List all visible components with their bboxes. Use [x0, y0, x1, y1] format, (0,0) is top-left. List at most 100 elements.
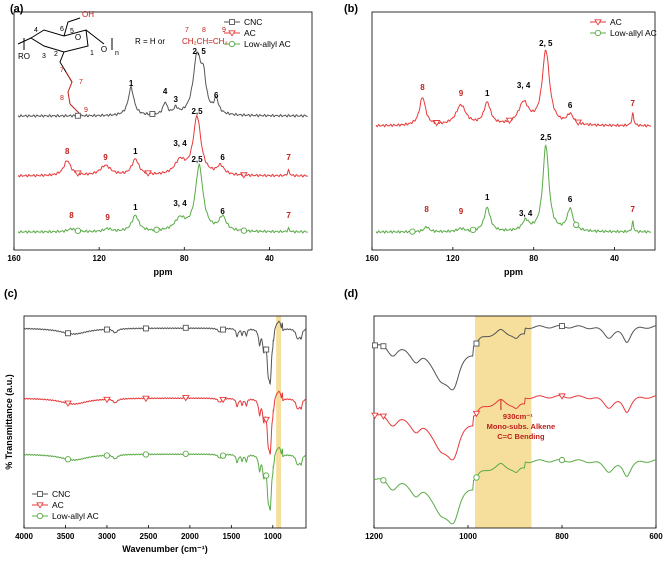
series-marker [473, 340, 480, 347]
series-marker [142, 395, 150, 403]
pyranose-ring [30, 29, 89, 53]
highlight-band [276, 316, 282, 528]
peak-label: 2,5 [191, 107, 203, 116]
series-marker [142, 325, 149, 332]
series-ac [373, 395, 657, 461]
structure-glycosidic-o: O [101, 45, 107, 54]
series-marker [64, 456, 72, 463]
structure-bonds [17, 17, 113, 50]
series-ac [375, 49, 652, 128]
structure-number: 7 [79, 79, 83, 86]
r-number: 7 [185, 27, 189, 34]
structure-ring-o: O [75, 33, 81, 42]
legend-label: AC [244, 28, 256, 38]
highlight-band [475, 316, 532, 528]
series-cnc [23, 320, 306, 386]
panel-a-axes [13, 11, 313, 251]
panel-d-tick-label: 1000 [459, 532, 477, 541]
series-marker [558, 393, 566, 400]
peak-label: 6 [568, 195, 573, 204]
structure-number: 6 [60, 26, 64, 33]
legend-marker [594, 19, 602, 26]
structure-number: 8 [60, 95, 64, 102]
panel-c-ylabel: % Transmittance (a.u.) [4, 374, 14, 470]
peak-label: 6 [220, 207, 225, 216]
structure-ro: RO [18, 52, 30, 61]
series-marker [144, 170, 152, 177]
legend-marker [594, 29, 602, 37]
legend-label: Low-allyl AC [52, 511, 99, 521]
panel-b-label: (b) [344, 3, 358, 15]
legend-label: AC [52, 500, 64, 510]
series-marker [103, 326, 110, 333]
peak-label: 8 [424, 205, 429, 214]
r-formula: CH₂CH=CH₂ [182, 37, 228, 46]
legend-marker [229, 19, 235, 25]
panel-c-tick-label: 2500 [140, 532, 158, 541]
series-marker [219, 452, 227, 459]
panel-c-tick-label: 4000 [15, 532, 33, 541]
series-marker [74, 227, 82, 234]
series-marker [181, 395, 190, 402]
peak-label: 3, 4 [519, 209, 533, 218]
series-marker [142, 451, 150, 458]
series-marker [380, 477, 387, 484]
structure-number: 3 [42, 53, 46, 60]
series-low-allyl-ac [17, 162, 308, 234]
peak-label: 2,5 [191, 155, 203, 164]
series-marker [240, 227, 248, 234]
series-cnc [17, 51, 308, 118]
panel-a-tick-label: 80 [180, 254, 189, 263]
peak-label: 1 [129, 79, 134, 88]
r-definition: R = H or [135, 37, 165, 46]
series-marker [182, 450, 189, 457]
peak-label: 7 [631, 205, 636, 214]
peak-label: 3, 4 [173, 139, 187, 148]
series-marker [219, 396, 227, 404]
legend-marker [36, 502, 44, 509]
peak-label: 6 [214, 91, 219, 100]
series-cnc [373, 325, 657, 391]
series-marker [469, 226, 477, 234]
panel-c-tick-label: 1000 [264, 532, 282, 541]
structure-number: 5 [70, 28, 74, 35]
peak-label: 8 [69, 211, 74, 220]
peak-label: 7 [631, 99, 636, 108]
panel-a-tick-label: 40 [265, 254, 274, 263]
series-marker [65, 330, 71, 337]
panel-c-tick-label: 1500 [222, 532, 240, 541]
r-number: 9 [222, 27, 226, 34]
structure-number: 2 [54, 51, 58, 58]
series-marker [240, 172, 248, 179]
structure-number: 9 [84, 107, 88, 114]
peak-label: 2, 5 [539, 39, 553, 48]
peak-label: 1 [485, 89, 490, 98]
peak-label: 1 [133, 147, 138, 156]
legend-label: Low-allyl AC [244, 39, 291, 49]
panel-d-label: (d) [344, 288, 358, 300]
series-marker [263, 346, 270, 353]
allyl-double-bond [69, 103, 81, 115]
panel-b-xlabel: ppm [504, 267, 523, 277]
series-marker [505, 117, 514, 125]
legend-label: Low-allyl AC [610, 28, 657, 38]
panel-c-tick-label: 3000 [98, 532, 116, 541]
series-ac [23, 390, 306, 456]
series-marker [149, 111, 156, 117]
panel-c-xlabel: Wavenumber (cm⁻¹) [122, 544, 207, 554]
panel-b-axes [371, 11, 656, 251]
series-marker [558, 456, 566, 464]
panel-d-tick-label: 600 [649, 532, 663, 541]
peak-label: 6 [220, 153, 225, 162]
peak-label: 8 [65, 147, 70, 156]
peak-label: 9 [459, 207, 464, 216]
structure-subscript-n: n [115, 50, 119, 57]
annotation-assignment: Mono-subs. Alkene [487, 422, 555, 431]
series-marker [409, 228, 416, 235]
panel-d-tick-label: 800 [555, 532, 569, 541]
panel-d-tick-label: 1200 [365, 532, 383, 541]
peak-label: 3, 4 [517, 81, 531, 90]
series-low-allyl-ac [373, 459, 657, 525]
series-marker [74, 112, 81, 119]
legend-label: CNC [244, 17, 262, 27]
